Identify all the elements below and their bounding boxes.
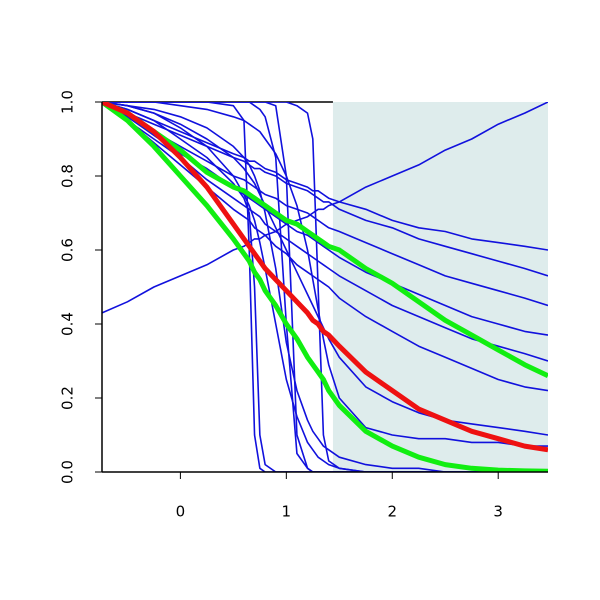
series-line [102,102,548,472]
plot-lines [102,102,548,472]
series-line [102,102,548,362]
y-tick-label: 0.8 [59,164,77,188]
series-line [102,102,548,472]
y-tick-label: 0.4 [59,312,77,336]
series-line [102,102,548,379]
series-line [102,102,548,453]
y-tick-label: 1.0 [59,90,77,114]
y-tick-label: 0.6 [59,238,77,262]
x-tick-label: 1 [282,503,292,521]
series-line [102,102,548,472]
series-line [102,102,548,314]
series-line [102,102,548,472]
x-tick-label: 0 [176,503,186,521]
shaded-region [332,102,548,472]
y-tick-label: 0.0 [59,460,77,484]
series-line [102,102,548,472]
x-tick-label: 3 [493,503,503,521]
series-line [102,102,548,277]
x-tick-label: 2 [387,503,397,521]
series-line [102,102,548,472]
series-line [102,102,548,307]
series-line [102,102,548,392]
series-line [102,102,548,472]
series-line [102,102,548,472]
y-tick-label: 0.2 [59,386,77,410]
